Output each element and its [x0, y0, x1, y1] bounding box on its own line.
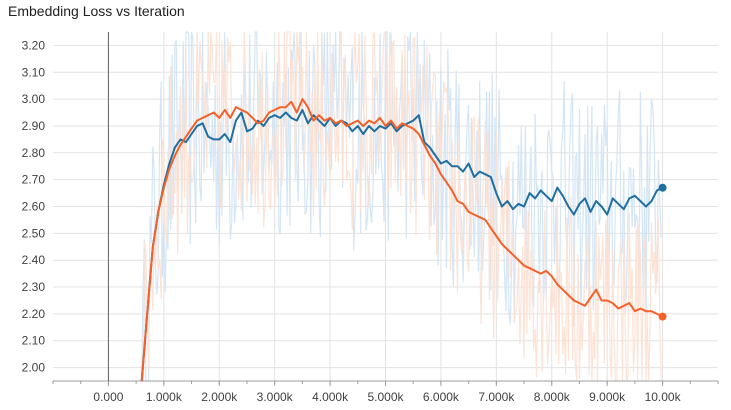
x-tick-label: 3.000k	[257, 390, 294, 404]
x-tick-label: 7.000k	[478, 390, 515, 404]
y-tick-label: 3.00	[22, 92, 46, 106]
y-tick-label: 2.80	[22, 146, 46, 160]
y-tick-label: 2.50	[22, 226, 46, 240]
series-end-point	[658, 312, 667, 321]
x-tick-label: 6.000k	[423, 390, 460, 404]
y-tick-label: 2.40	[22, 253, 46, 267]
x-tick-label: 1.000k	[146, 390, 183, 404]
x-tick-label: 4.000k	[312, 390, 349, 404]
y-tick-label: 3.20	[22, 38, 46, 52]
x-tick-label: 2.000k	[201, 390, 238, 404]
axes-layer	[52, 32, 719, 386]
x-tick-label: 0.000	[93, 390, 123, 404]
y-tick-label: 2.60	[22, 200, 46, 214]
y-tick-label: 2.10	[22, 334, 46, 348]
chart-title: Embedding Loss vs Iteration	[8, 3, 185, 19]
x-tick-label: 5.000k	[367, 390, 404, 404]
x-tick-label: 8.000k	[534, 390, 571, 404]
y-tick-label: 2.90	[22, 119, 46, 133]
y-tick-label: 2.70	[22, 173, 46, 187]
series-end-point	[658, 183, 667, 192]
series-line	[140, 108, 664, 382]
y-tick-label: 2.30	[22, 280, 46, 294]
x-tick-label: 10.00k	[645, 390, 682, 404]
y-tick-label: 2.20	[22, 307, 46, 321]
series-line	[140, 98, 664, 382]
tick-labels-layer: 2.00 2.10 2.20 2.30 2.40 2.50 2.60 2.70 2.80 2.90…	[22, 38, 682, 404]
y-tick-label: 3.10	[22, 65, 46, 79]
smoothed-series-layer	[140, 98, 667, 382]
y-tick-label: 2.00	[22, 361, 46, 375]
x-tick-label: 9.000k	[589, 390, 626, 404]
